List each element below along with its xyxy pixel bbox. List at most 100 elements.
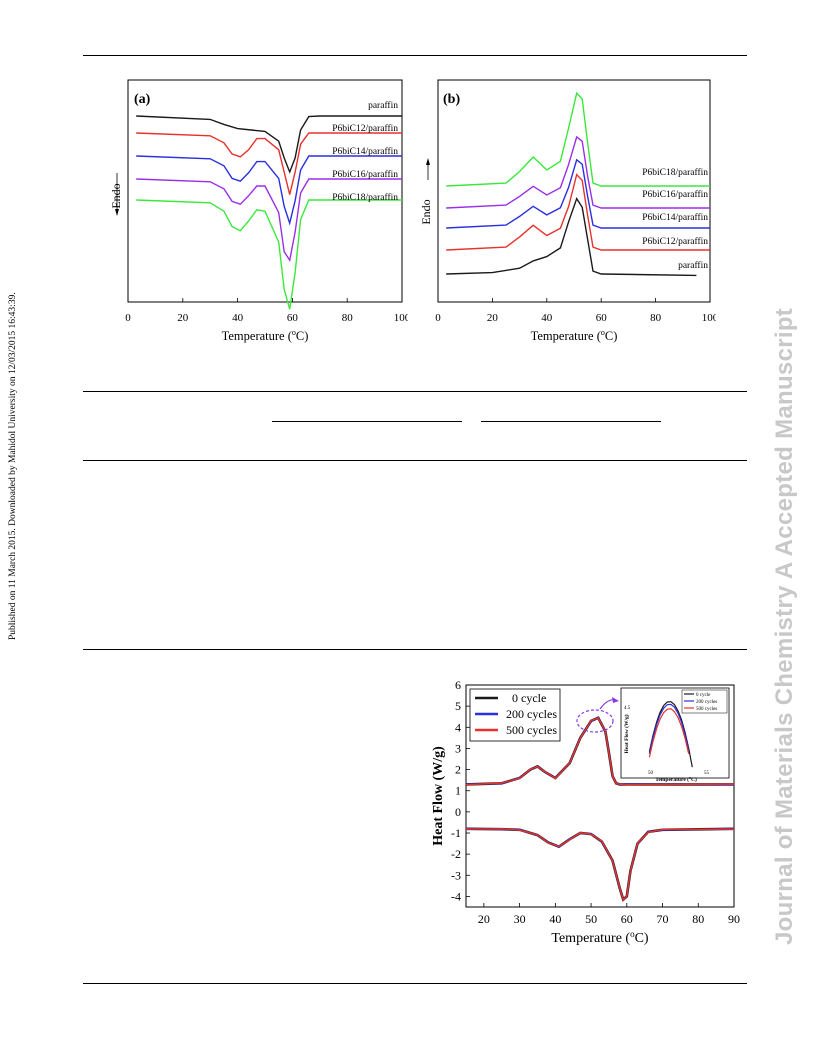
panel-a-series-1 xyxy=(136,132,402,195)
panel-a-series-0 xyxy=(136,115,402,174)
panel-b-series-3 xyxy=(446,173,710,251)
inset-legend-1: 200 cycles xyxy=(696,700,717,705)
cycling-xtick-label-5: 70 xyxy=(657,912,669,926)
panel-b-series-label-1: P6biC16/paraffin xyxy=(642,189,708,200)
panel-b-series-2 xyxy=(446,158,710,229)
inset-chart: 0 cycle 200 cycles 500 cycles 4.5 50 55 … xyxy=(620,687,730,783)
journal-watermark: Journal of Materials Chemistry A Accepte… xyxy=(771,307,798,945)
panel-a-series-label-0: paraffin xyxy=(368,100,398,111)
panel-a-xtick-label-3: 60 xyxy=(287,312,299,324)
zoom-ellipse xyxy=(576,709,614,733)
panel-a-label: (a) xyxy=(134,92,151,107)
panel-b-series-label-4: paraffin xyxy=(678,260,708,271)
panel-b-xtick-label-4: 80 xyxy=(650,312,662,324)
chart-panel-a: (a) paraffin P6biC12/paraffin P6biC14/para… xyxy=(109,79,408,343)
panel-a-frame xyxy=(127,79,403,303)
panel-b-xlabel: Temperature (oC) xyxy=(531,328,618,343)
panel-a-series-label-2: P6biC14/paraffin xyxy=(332,146,398,157)
panel-a-series-label-4: P6biC18/paraffin xyxy=(332,192,398,203)
cycling-ytick-label-8: 4 xyxy=(455,720,461,734)
panel-a-xtick-label-1: 20 xyxy=(177,312,189,324)
panel-a-series-2 xyxy=(136,155,402,226)
cycling-ytick-label-1: -3 xyxy=(451,868,461,882)
panel-a-ylabel-text: Endo xyxy=(109,183,123,208)
publication-note: Published on 11 March 2015. Downloaded b… xyxy=(8,292,18,640)
top-rule xyxy=(83,55,747,56)
zoom-arrow xyxy=(599,697,619,710)
panel-b-series-1 xyxy=(446,135,710,209)
panel-b-series-label-2: P6biC14/paraffin xyxy=(642,212,708,223)
inset-series-1 xyxy=(648,703,690,754)
cycling-xtick-label-1: 30 xyxy=(514,912,526,926)
table-header-rule-right xyxy=(481,421,661,422)
panel-b-label: (b) xyxy=(443,92,460,107)
cycling-xtick-label-7: 90 xyxy=(728,912,740,926)
panel-b-series-0 xyxy=(446,91,710,187)
inset-xtick-1: 55 xyxy=(704,771,710,776)
inset-series-2 xyxy=(648,708,690,758)
inset-ytick: 4.5 xyxy=(624,706,631,711)
panel-b-xtick-label-1: 20 xyxy=(487,312,499,324)
panel-b-xtick-label-5: 100 xyxy=(702,312,716,324)
panel-b-ylabel: Endo xyxy=(419,199,433,224)
panel-a-series-label-3: P6biC16/paraffin xyxy=(332,169,398,180)
cycling-ytick-label-3: -1 xyxy=(451,826,461,840)
cycling-xtick-label-4: 60 xyxy=(621,912,633,926)
inset-ylabel: Heat Flow (W/g) xyxy=(623,714,630,753)
inset-xtick-0: 50 xyxy=(648,771,654,776)
rule-after-figure-1 xyxy=(83,391,747,392)
inset-series-0 xyxy=(648,701,693,768)
panel-b-series-label-0: P6biC18/paraffin xyxy=(642,167,708,178)
bottom-rule xyxy=(83,983,747,984)
panel-b-arrow xyxy=(426,158,430,180)
panel-b-series-label-3: P6biC12/paraffin xyxy=(642,236,708,247)
panel-a-series-label-1: P6biC12/paraffin xyxy=(332,123,398,134)
panel-b-series-4 xyxy=(446,197,697,277)
table-header-rule-left xyxy=(272,421,462,422)
panel-a-xlabel: Temperature (oC) xyxy=(222,328,309,343)
rule-before-figure-2 xyxy=(83,649,747,650)
cycling-legend: 0 cycle 200 cycles 500 cycles xyxy=(469,688,561,742)
cycling-xtick-label-6: 80 xyxy=(692,912,704,926)
inset-ylabel-text: Heat Flow (W/g) xyxy=(623,714,630,753)
panel-b-xtick-label-0: 0 xyxy=(435,312,441,324)
panel-a-series-3 xyxy=(136,178,402,263)
cycling-ylabel: Heat Flow (W/g) xyxy=(431,746,446,846)
panel-b-xtick-label-2: 40 xyxy=(541,312,553,324)
cycling-ytick-label-4: 0 xyxy=(455,805,461,819)
panel-a-xtick-label-4: 80 xyxy=(342,312,354,324)
cycling-ytick-label-9: 5 xyxy=(455,699,461,713)
legend-label-1: 200 cycles xyxy=(506,707,557,721)
panel-a-arrow xyxy=(115,173,119,216)
cycling-series-2-cooling-curve xyxy=(465,828,735,902)
panel-b-xtick-label-3: 60 xyxy=(596,312,608,324)
inset-legend-2: 500 cycles xyxy=(696,707,717,712)
cycling-xtick-label-2: 40 xyxy=(549,912,561,926)
cycling-xtick-label-3: 50 xyxy=(585,912,597,926)
panel-b-ylabel-text: Endo xyxy=(419,199,433,224)
cycling-ytick-label-0: -4 xyxy=(451,889,461,903)
cycling-ytick-label-2: -2 xyxy=(451,847,461,861)
panel-a-xtick-label-5: 100 xyxy=(394,312,408,324)
panel-a-xtick-label-0: 0 xyxy=(125,312,131,324)
panel-a-ylabel: Endo xyxy=(109,183,123,208)
panel-b-frame xyxy=(437,79,711,303)
cycling-ytick-label-10: 6 xyxy=(455,678,461,692)
chart-cycling: 20 30 40 50 60 70 80 90 -4 -3 -2 -1 0 1 2 3 4 5 6 0 cycle … xyxy=(431,678,740,946)
inset-xlabel: Temperature (oC) xyxy=(655,775,697,783)
legend-label-0: 0 cycle xyxy=(512,691,546,705)
inset-legend-0: 0 cycle xyxy=(696,693,711,698)
table-rule xyxy=(83,460,747,461)
chart-panel-b: (b) P6biC18/paraffin P6biC16/paraffin P6bi… xyxy=(419,79,716,343)
cycling-ylabel-text: Heat Flow (W/g) xyxy=(431,746,446,846)
legend-label-2: 500 cycles xyxy=(506,723,557,737)
cycling-ytick-label-6: 2 xyxy=(455,763,461,777)
panel-a-xtick-label-2: 40 xyxy=(232,312,244,324)
cycling-xtick-label-0: 20 xyxy=(478,912,490,926)
cycling-xlabel: Temperature (oC) xyxy=(551,929,649,946)
cycling-ytick-label-7: 3 xyxy=(455,741,461,755)
cycling-ytick-label-5: 1 xyxy=(455,784,461,798)
panel-a-series-4 xyxy=(136,199,402,310)
cycling-frame xyxy=(465,684,735,908)
cycling-series-2-heating-curve xyxy=(465,717,735,786)
